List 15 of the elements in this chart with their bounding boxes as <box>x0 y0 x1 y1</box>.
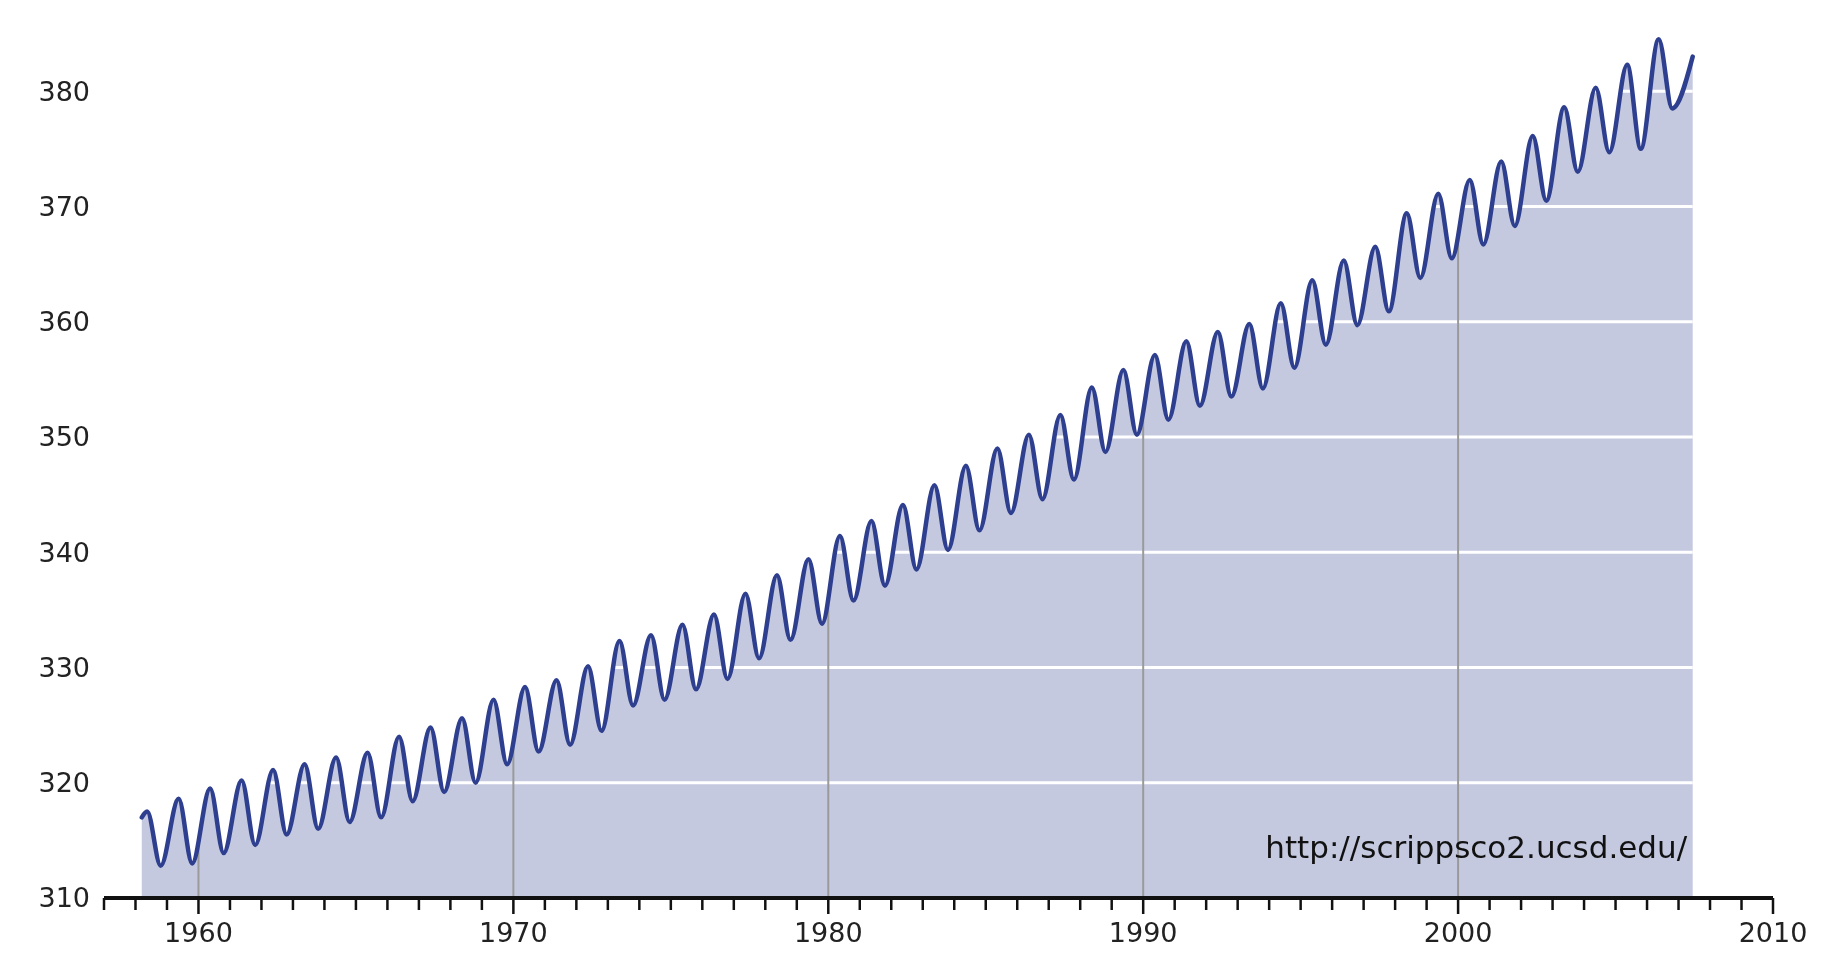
x-tick-label: 1970 <box>479 917 548 948</box>
x-tick-label: 1980 <box>793 917 863 948</box>
x-tick-label: 1960 <box>164 917 233 948</box>
y-tick-label: 360 <box>38 306 90 338</box>
annotation: http://scrippsco2.ucsd.edu/ <box>1265 829 1688 865</box>
x-tick-label: 1990 <box>1108 917 1178 948</box>
x-tick-label: 2010 <box>1738 917 1808 948</box>
y-tick-label: 320 <box>38 767 90 799</box>
y-tick-label: 380 <box>38 75 90 107</box>
y-tick-label: 370 <box>38 190 90 222</box>
y-tick-label: 310 <box>38 882 90 914</box>
x-tick-label: 2000 <box>1423 917 1493 948</box>
y-tick-label: 340 <box>38 536 90 568</box>
y-tick-label: 350 <box>38 421 90 453</box>
y-tick-label: 330 <box>38 651 90 683</box>
